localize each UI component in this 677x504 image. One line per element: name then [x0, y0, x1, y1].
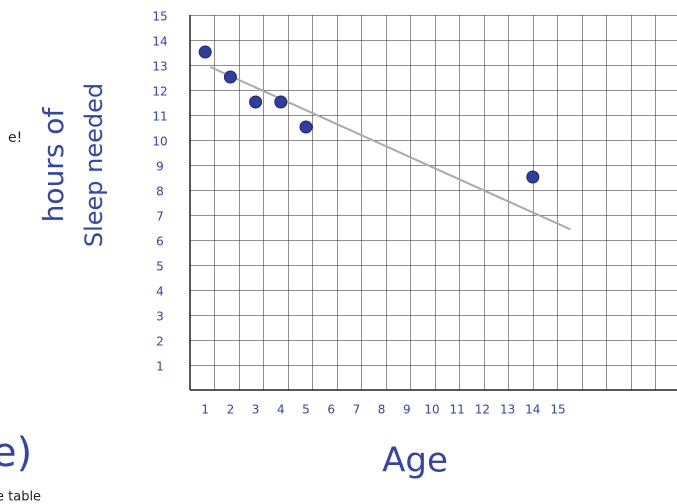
- fragment-text: e!: [8, 130, 22, 146]
- y-tick-label: 14: [152, 35, 167, 49]
- y-tick-label: 15: [152, 10, 167, 24]
- y-tick-label: 12: [152, 85, 167, 99]
- y-axis-label: hours of: [37, 107, 70, 223]
- y-tick-label: 8: [156, 185, 164, 199]
- y-tick-label: 13: [152, 60, 167, 74]
- data-point: [250, 96, 262, 108]
- x-tick-label: 7: [353, 403, 361, 417]
- y-tick-label: 11: [152, 110, 167, 124]
- y-tick-label: 9: [156, 160, 164, 174]
- data-point: [527, 171, 539, 183]
- x-tick-label: 15: [550, 403, 565, 417]
- x-tick-label: 5: [302, 403, 310, 417]
- fragment-text: e table: [0, 490, 41, 504]
- x-tick-label: 8: [378, 403, 386, 417]
- x-tick-label: 11: [450, 403, 465, 417]
- x-tick-label: 3: [252, 403, 260, 417]
- y-tick-label: 6: [156, 235, 164, 249]
- fragment-handwriting: e): [0, 430, 32, 476]
- data-point: [199, 46, 211, 58]
- x-tick-label: 2: [227, 403, 235, 417]
- y-tick-label: 1: [156, 360, 164, 374]
- y-axis-label: Sleep needed: [80, 83, 108, 247]
- chart: e! e) e table Age hours of Sleep needed …: [0, 0, 677, 504]
- y-tick-label: 2: [156, 335, 164, 349]
- data-point: [275, 96, 287, 108]
- x-tick-label: 1: [201, 403, 209, 417]
- y-tick-label: 3: [156, 310, 164, 324]
- x-tick-label: 13: [500, 403, 515, 417]
- data-point: [224, 71, 236, 83]
- y-tick-label: 7: [156, 210, 164, 224]
- x-axis-label: Age: [382, 441, 448, 481]
- x-tick-label: 12: [475, 403, 490, 417]
- x-tick-label: 4: [277, 403, 285, 417]
- x-tick-label: 9: [403, 403, 411, 417]
- x-tick-label: 6: [327, 403, 335, 417]
- y-tick-label: 10: [152, 135, 167, 149]
- y-tick-label: 4: [156, 285, 164, 299]
- graph-paper: [190, 15, 677, 390]
- page: {"chart_data": {"type": "scatter", "x_la…: [0, 0, 677, 504]
- x-tick-label: 14: [525, 403, 540, 417]
- data-point: [300, 121, 312, 133]
- x-tick-label: 10: [424, 403, 439, 417]
- y-tick-label: 5: [156, 260, 164, 274]
